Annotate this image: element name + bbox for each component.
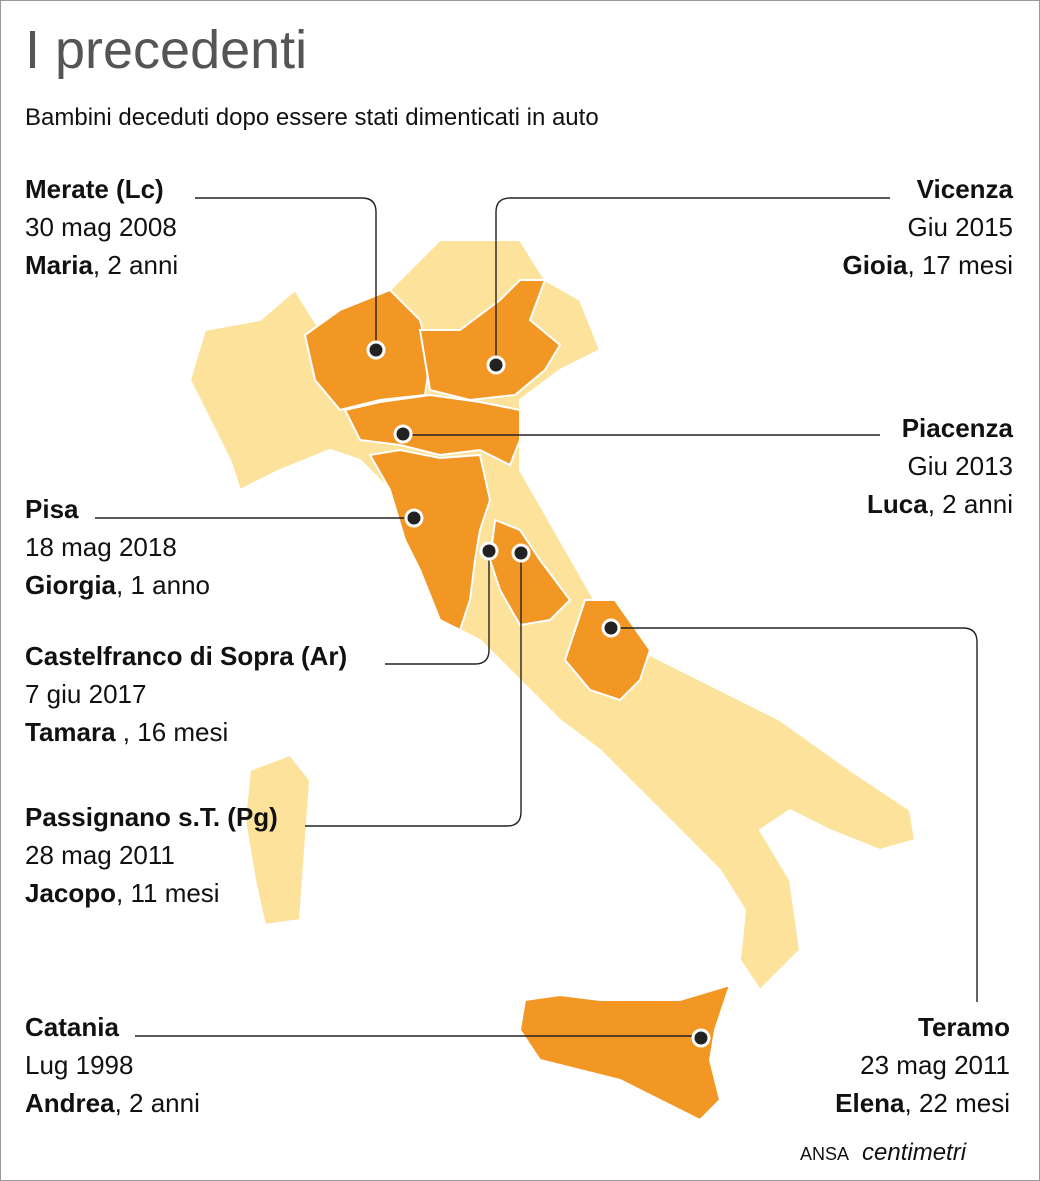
location-dot	[404, 508, 424, 528]
case-place: Merate (Lc)	[25, 174, 164, 204]
case-victim: Giorgia, 1 anno	[25, 570, 210, 600]
victim-name: Tamara	[25, 717, 116, 747]
victim-age: , 2 anni	[928, 489, 1013, 519]
victim-age: , 17 mesi	[908, 250, 1014, 280]
location-dot	[511, 543, 531, 563]
case-date: 28 mag 2011	[25, 840, 175, 870]
leader-line	[495, 197, 890, 365]
veneto	[418, 279, 562, 402]
case-place: Pisa	[25, 494, 79, 524]
leaders	[95, 197, 978, 1037]
case-victim: Jacopo, 11 mesi	[25, 878, 220, 908]
victim-name: Giorgia	[25, 570, 117, 600]
case-date: 18 mag 2018	[25, 532, 177, 562]
credit-agency: ANSA	[800, 1144, 849, 1164]
victim-age: , 16 mesi	[116, 717, 229, 747]
victim-name: Maria	[25, 250, 93, 280]
case-date: Giu 2013	[907, 451, 1013, 481]
location-dot	[691, 1028, 711, 1048]
sardinia	[243, 753, 312, 927]
case-date: 30 mag 2008	[25, 212, 177, 242]
umbria	[488, 518, 572, 627]
location-dot	[486, 355, 506, 375]
case-place: Catania	[25, 1012, 119, 1042]
case-place: Vicenza	[917, 174, 1014, 204]
victim-name: Luca	[867, 489, 928, 519]
location-dot	[479, 541, 499, 561]
case-date: Lug 1998	[25, 1050, 133, 1080]
location-dot	[601, 618, 621, 638]
case-date: 7 giu 2017	[25, 679, 146, 709]
case-victim: Elena, 22 mesi	[835, 1088, 1010, 1118]
case-victim: Luca, 2 anni	[867, 489, 1013, 519]
subtitle: Bambini deceduti dopo essere stati dimen…	[25, 104, 599, 131]
victim-name: Elena	[835, 1088, 905, 1118]
case-victim: Maria, 2 anni	[25, 250, 178, 280]
dots	[366, 340, 711, 1048]
case-victim: Tamara , 16 mesi	[25, 717, 228, 747]
victim-age: , 2 anni	[93, 250, 178, 280]
case-place: Passignano s.T. (Pg)	[25, 802, 278, 832]
abruzzo	[563, 599, 652, 702]
victim-age: , 1 anno	[116, 570, 210, 600]
leader-line	[195, 197, 377, 350]
location-dot	[393, 424, 413, 444]
case-victim: Gioia, 17 mesi	[842, 250, 1013, 280]
leader-line	[385, 551, 490, 665]
leader-line	[611, 627, 978, 1002]
case-place: Castelfranco di Sopra (Ar)	[25, 641, 347, 671]
title: I precedenti	[25, 20, 307, 80]
location-dot	[366, 340, 386, 360]
victim-age: , 22 mesi	[905, 1088, 1011, 1118]
case-victim: Andrea, 2 anni	[25, 1088, 200, 1118]
leader-line	[305, 553, 522, 827]
victim-name: Jacopo	[25, 878, 116, 908]
case-date: Giu 2015	[907, 212, 1013, 242]
case-place: Piacenza	[902, 413, 1014, 443]
victim-age: , 2 anni	[115, 1088, 200, 1118]
victim-name: Gioia	[842, 250, 908, 280]
case-date: 23 mag 2011	[860, 1050, 1010, 1080]
case-place: Teramo	[918, 1012, 1010, 1042]
victim-age: , 11 mesi	[116, 878, 220, 908]
sicilia	[518, 983, 732, 1122]
victim-name: Andrea	[25, 1088, 115, 1118]
toscana	[368, 448, 492, 632]
map	[188, 239, 917, 1122]
emilia-romagna	[343, 393, 521, 467]
credit-brand: centimetri	[862, 1139, 967, 1166]
